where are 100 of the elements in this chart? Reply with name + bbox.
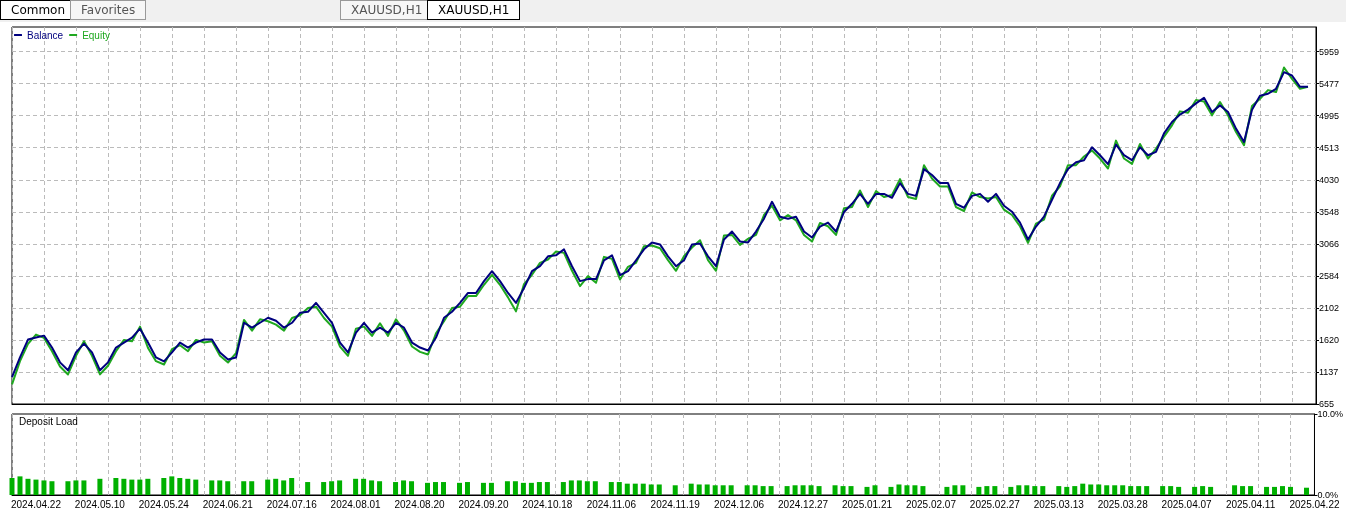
bar (544, 482, 550, 495)
bar (1168, 486, 1174, 495)
bar (1232, 485, 1238, 495)
y-tick-label: 4995 (1319, 110, 1340, 121)
bar (241, 481, 247, 495)
x-tick-label: 2024.10.18 (522, 498, 573, 510)
bar (920, 486, 926, 495)
bar (744, 485, 750, 495)
bar (456, 482, 462, 495)
bar (992, 486, 998, 495)
bar (1032, 486, 1038, 495)
bar (712, 485, 718, 495)
bar (1088, 484, 1094, 495)
bar (1024, 485, 1030, 495)
bar (401, 480, 407, 495)
bar (9, 477, 15, 495)
y-tick-label: 3066 (1319, 238, 1340, 249)
text: Favorites (70, 0, 147, 20)
bar (624, 483, 630, 495)
bar (113, 477, 119, 495)
bar (592, 481, 598, 495)
bar (808, 485, 814, 495)
bar (409, 481, 415, 495)
x-tick-label: 2024.11.19 (650, 498, 701, 510)
bar (265, 479, 271, 495)
bar (728, 485, 734, 495)
x-tick-label: 2024.08.20 (394, 498, 445, 510)
bar (984, 486, 990, 495)
bar (209, 480, 215, 495)
bar (832, 485, 838, 495)
bar (656, 484, 662, 495)
bar (672, 485, 678, 495)
bar (1264, 486, 1270, 495)
bar (73, 480, 79, 495)
bar (393, 482, 399, 495)
bar (944, 486, 950, 495)
bar (353, 478, 359, 495)
bar (1248, 486, 1254, 495)
bar (1112, 485, 1118, 495)
bar (536, 482, 542, 495)
bar (145, 478, 151, 495)
bar (1192, 486, 1198, 495)
bar (137, 479, 143, 495)
bar (377, 481, 383, 495)
y-tick-label: 10.0% (1317, 409, 1344, 419)
bar (33, 479, 39, 495)
bar (952, 485, 958, 495)
x-tick-label: 2024.12.27 (778, 498, 829, 510)
bar (1016, 485, 1022, 495)
bar (225, 481, 231, 495)
chart-title: Deposit Load (19, 415, 78, 427)
bar (784, 486, 790, 495)
bar (217, 480, 223, 495)
bar (904, 485, 910, 495)
x-tick-label: 2024.12.06 (714, 498, 765, 510)
bar (1280, 486, 1286, 495)
bar (480, 482, 486, 495)
bar (488, 482, 494, 495)
bar (792, 485, 798, 495)
bar (289, 477, 295, 495)
bar (121, 478, 127, 495)
legend-label: Equity (82, 29, 110, 41)
bar (872, 485, 878, 495)
y-tick-label: 4513 (1319, 142, 1340, 153)
bar (976, 486, 982, 495)
x-tick-label: 2024.05.10 (74, 498, 126, 510)
bar (1008, 486, 1014, 495)
bar (888, 486, 894, 495)
y-tick-label: 2584 (1319, 270, 1340, 281)
bar (97, 478, 103, 495)
bar (1104, 485, 1110, 495)
bar (65, 481, 71, 495)
x-tick-label: 2024.04.22 (10, 498, 62, 510)
x-tick-label: 2025.01.21 (841, 498, 893, 510)
x-tick-label: 2024.05.24 (138, 498, 190, 510)
bar (273, 478, 279, 495)
bar (752, 485, 758, 495)
bar (816, 486, 822, 495)
x-tick-label: 2024.06.21 (202, 498, 254, 510)
x-tick-label: 2025.04.11 (1225, 498, 1276, 510)
bar (1064, 486, 1070, 495)
bar (840, 486, 846, 495)
bar (425, 482, 431, 495)
bar (1096, 484, 1102, 495)
x-tick-label: 2025.03.28 (1097, 498, 1149, 510)
x-tick-label: 2024.07.16 (266, 498, 318, 510)
bar (608, 482, 614, 495)
x-tick-label: 2025.02.07 (905, 498, 957, 510)
bar (1080, 483, 1086, 495)
bar (161, 477, 167, 495)
text: XAUUSD,H1 (340, 0, 434, 20)
bar (1040, 486, 1046, 495)
bar (41, 480, 47, 495)
x-tick-label: 2025.03.13 (1033, 498, 1085, 510)
bar (800, 485, 806, 495)
x-tick-label: 2025.02.27 (969, 498, 1021, 510)
x-tick-label: 2024.08.01 (330, 498, 382, 510)
bar (760, 486, 766, 495)
x-tick-label: 2025.04.22 (1289, 498, 1340, 510)
bar (704, 484, 710, 495)
